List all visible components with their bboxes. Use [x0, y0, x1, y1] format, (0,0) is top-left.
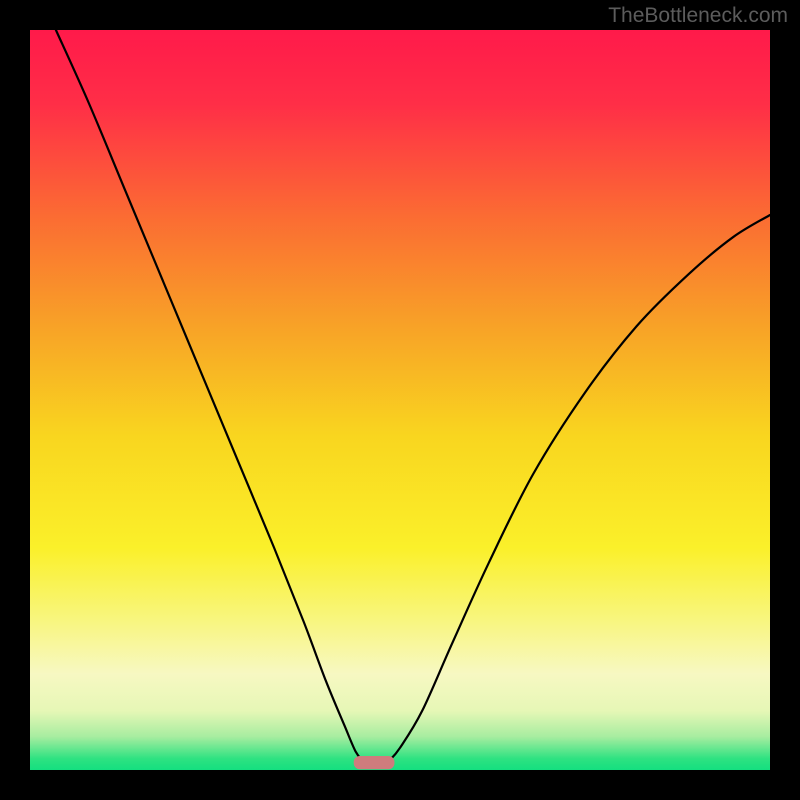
bottleneck-curve-chart: [0, 0, 800, 800]
chart-gradient-background: [30, 30, 770, 770]
chart-container: TheBottleneck.com: [0, 0, 800, 800]
watermark-text: TheBottleneck.com: [608, 4, 788, 28]
optimal-point-marker: [354, 756, 395, 769]
